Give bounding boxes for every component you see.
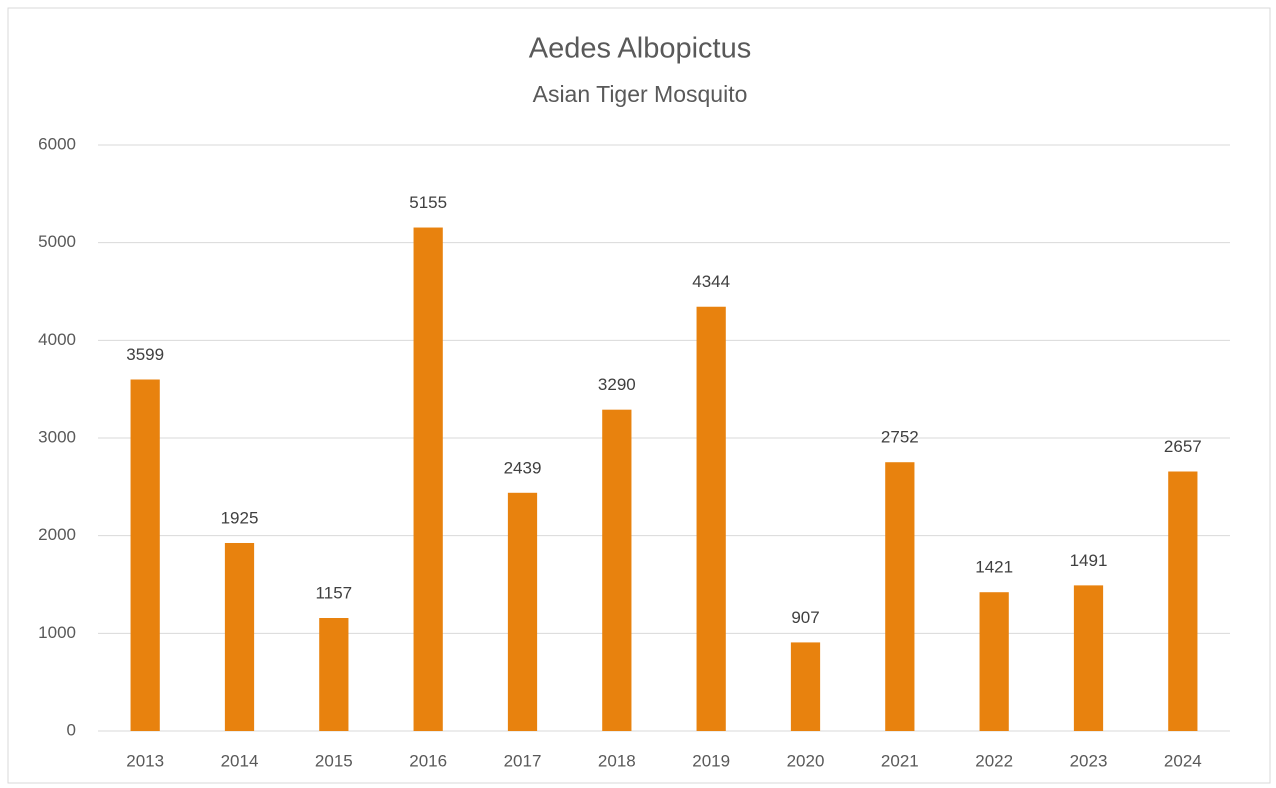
x-tick-label: 2016 [409, 751, 447, 770]
data-label: 5155 [409, 193, 447, 212]
y-tick-label: 2000 [38, 525, 76, 544]
data-label: 907 [791, 608, 819, 627]
y-tick-label: 5000 [38, 232, 76, 251]
chart-title: Aedes Albopictus [529, 33, 751, 65]
data-label: 1925 [221, 508, 259, 527]
bar [602, 409, 632, 731]
data-label: 1421 [975, 558, 1013, 577]
bar [790, 642, 821, 731]
chart-frame [7, 7, 1271, 784]
bar [130, 379, 160, 731]
x-tick-label: 2020 [787, 751, 825, 770]
chart-subtitle: Asian Tiger Mosquito [533, 81, 748, 107]
bar [224, 542, 255, 731]
y-tick-label: 6000 [38, 134, 76, 153]
bar [885, 462, 915, 731]
data-label: 1491 [1070, 551, 1108, 570]
data-label: 3290 [598, 375, 636, 394]
x-tick-label: 2014 [221, 751, 259, 770]
x-tick-label: 2024 [1164, 751, 1202, 770]
data-label: 1157 [316, 583, 353, 602]
x-tick-label: 2023 [1070, 751, 1108, 770]
y-tick-label: 1000 [38, 623, 76, 642]
data-label: 2657 [1164, 437, 1202, 456]
x-tick-label: 2018 [598, 751, 636, 770]
x-tick-label: 2013 [126, 751, 164, 770]
bar [507, 492, 538, 731]
x-tick-label: 2021 [881, 751, 919, 770]
bar [1073, 585, 1104, 731]
y-tick-label: 0 [67, 720, 76, 739]
data-label: 3599 [126, 345, 164, 364]
bar [319, 617, 349, 731]
x-tick-label: 2017 [504, 751, 542, 770]
bar [979, 592, 1009, 731]
y-tick-label: 3000 [38, 427, 76, 446]
y-tick-label: 4000 [38, 330, 76, 349]
data-label: 2439 [504, 458, 542, 477]
bar [696, 306, 726, 731]
x-tick-label: 2015 [315, 751, 353, 770]
bar [413, 227, 443, 732]
x-tick-label: 2019 [692, 751, 730, 770]
data-label: 2752 [881, 428, 919, 447]
x-tick-label: 2022 [975, 751, 1013, 770]
bar [1168, 471, 1198, 731]
data-label: 4344 [692, 272, 730, 291]
